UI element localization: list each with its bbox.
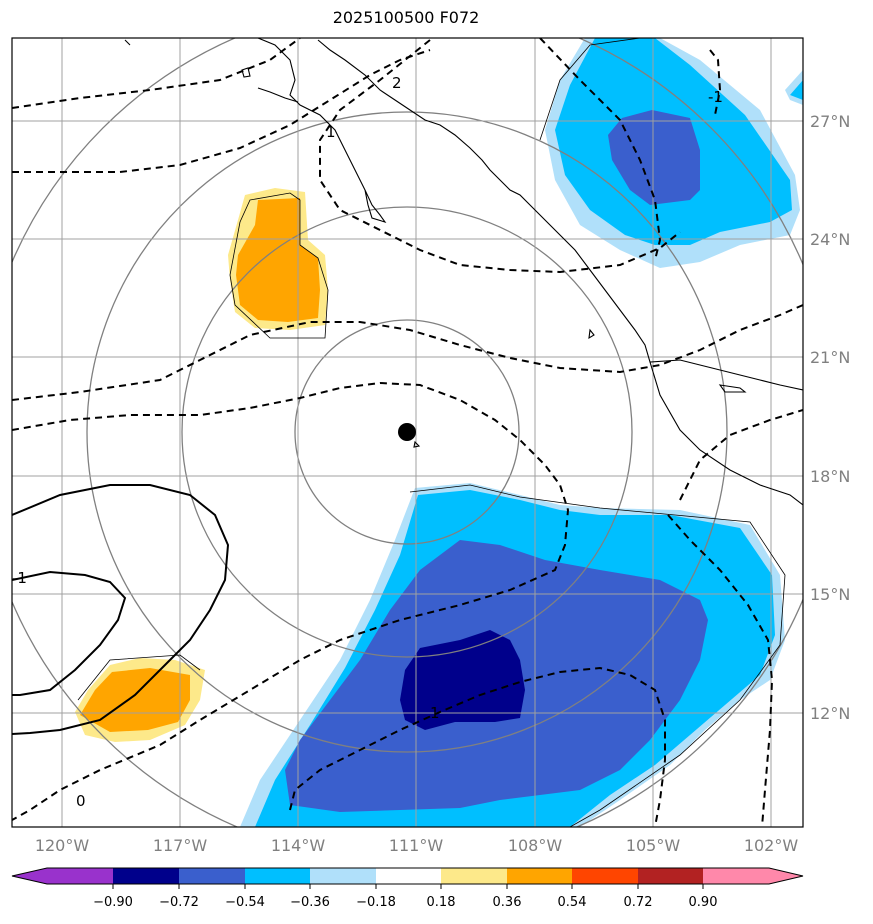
- coastlines: [124, 38, 803, 506]
- lat-axis: 27°N 24°N 21°N 18°N 15°N 12°N: [810, 112, 850, 723]
- colorbar-segment: [572, 868, 638, 884]
- shade-outlines: [77, 38, 786, 827]
- shade-n072: [400, 630, 525, 730]
- lat-label: 24°N: [810, 230, 850, 249]
- shade-positive: [75, 188, 328, 742]
- colorbar-segment: [376, 868, 441, 884]
- colorbar-tick: 0.72: [624, 895, 653, 910]
- contour-label: -1: [708, 88, 723, 106]
- colorbar-tick: −0.54: [225, 895, 265, 910]
- lat-label: 21°N: [810, 348, 850, 367]
- gridlines: [12, 38, 803, 827]
- colorbar-segment: [703, 868, 769, 884]
- colorbar-segment: [638, 868, 703, 884]
- colorbar-segment: [507, 868, 572, 884]
- lon-label: 102°W: [744, 836, 799, 855]
- lat-label: 15°N: [810, 585, 850, 604]
- colorbar-tick: −0.18: [356, 895, 396, 910]
- lon-label: 120°W: [35, 836, 90, 855]
- lat-label: 27°N: [810, 112, 850, 131]
- colorbar-segment: [441, 868, 507, 884]
- storm-center-marker: [398, 423, 416, 441]
- lon-axis: 120°W 117°W 114°W 111°W 108°W 105°W 102°…: [35, 836, 799, 855]
- colorbar: −0.90 −0.72 −0.54 −0.36 −0.18 0.18 0.36 …: [11, 867, 804, 910]
- colorbar-outline: [11, 867, 804, 885]
- colorbar-tick: 0.90: [689, 895, 718, 910]
- colorbar-segment: [245, 868, 310, 884]
- colorbar-tick: 0.54: [558, 895, 587, 910]
- colorbar-under: [12, 868, 47, 884]
- lon-label: 108°W: [508, 836, 563, 855]
- colorbar-tick: 0.36: [493, 895, 522, 910]
- map-area: 2 -1 1 -1 0: [12, 38, 803, 827]
- dashed-contours: [12, 38, 803, 827]
- lat-label: 18°N: [810, 467, 850, 486]
- lon-label: 114°W: [271, 836, 326, 855]
- map-title: 2025100500 F072: [332, 8, 480, 27]
- colorbar-segment: [310, 868, 376, 884]
- lon-label: 105°W: [626, 836, 681, 855]
- contour-label: -1: [12, 569, 27, 587]
- contour-label: 1: [430, 704, 440, 722]
- colorbar-segment: [179, 868, 245, 884]
- map-frame: [11, 37, 804, 828]
- colorbar-tick: 0.18: [427, 895, 456, 910]
- lat-label: 12°N: [810, 704, 850, 723]
- colorbar-tick: −0.36: [290, 895, 330, 910]
- contour-labels: 2 -1 1 -1 0: [12, 74, 723, 810]
- range-rings: [12, 38, 803, 827]
- colorbar-tick: −0.90: [93, 895, 133, 910]
- contour-label: 1: [326, 123, 336, 141]
- colorbar-segment: [47, 868, 113, 884]
- lon-label: 117°W: [153, 836, 208, 855]
- contour-label: 2: [392, 74, 402, 92]
- colorbar-segment: [113, 868, 179, 884]
- contour-label: 0: [76, 792, 86, 810]
- solid-contours: [12, 484, 230, 735]
- lon-label: 111°W: [389, 836, 444, 855]
- colorbar-over: [769, 868, 803, 884]
- colorbar-tick: −0.72: [159, 895, 199, 910]
